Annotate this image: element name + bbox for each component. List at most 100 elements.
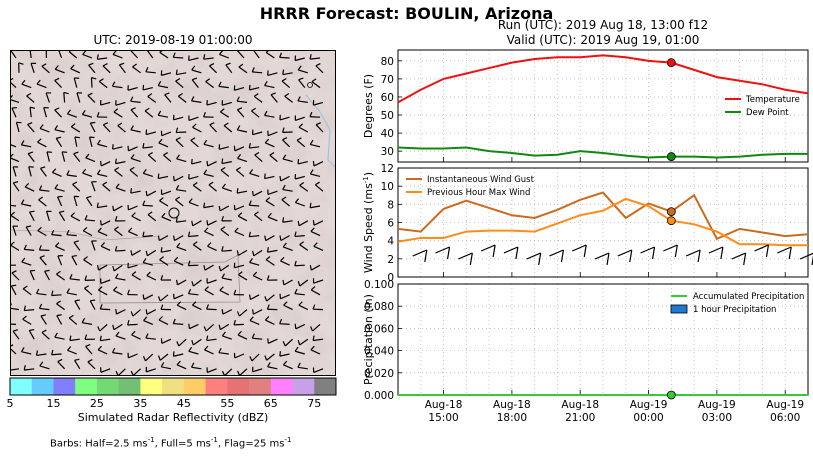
- wind-barb-flag: [68, 314, 74, 319]
- wind-barb-shaft: [145, 337, 156, 340]
- wind-barb-flag: [74, 136, 80, 139]
- wind-barb-shaft: [45, 92, 50, 103]
- wind-barb-flag: [70, 64, 75, 70]
- wind-barb-flag: [164, 92, 170, 96]
- wind-barb-flag: [56, 270, 61, 275]
- wind-barb-flag: [145, 67, 149, 73]
- wind-barb-shaft: [51, 294, 62, 297]
- wind-barb-flag: [233, 319, 236, 326]
- wind-barb-shaft: [207, 161, 217, 167]
- wind-barb-shaft: [264, 142, 275, 148]
- wind-barb-shaft: [233, 323, 245, 326]
- wind-barb-flag: [218, 205, 221, 211]
- wind-barb-flag: [84, 275, 88, 281]
- wind-barb-shaft: [203, 205, 214, 209]
- wind-barb-flag: [85, 153, 90, 159]
- plot-frame: [397, 49, 809, 163]
- wind-barb-shaft: [220, 264, 230, 272]
- wind-barb-flag: [160, 304, 164, 310]
- wind-barb-flag: [67, 346, 72, 351]
- wind-barb-shaft: [67, 113, 78, 118]
- wind-barb-flag: [63, 91, 69, 95]
- y-tick-label: 60: [381, 92, 394, 104]
- wind-barb-flag: [251, 107, 256, 112]
- wind-barb-flag: [175, 127, 179, 133]
- wind-barb-shaft: [87, 94, 96, 103]
- wind-barb-shaft: [29, 107, 32, 118]
- wind-barb-shaft: [146, 50, 154, 59]
- wind-barb-shaft: [280, 294, 290, 300]
- wind-barb-shaft: [283, 279, 293, 286]
- wind-barb-shaft: [313, 338, 324, 342]
- wind-barb-shaft: [145, 131, 156, 136]
- wind-barb-shaft: [98, 81, 108, 89]
- wind-barb-flag: [266, 304, 270, 310]
- wind-barb-shaft: [282, 188, 293, 192]
- wind-barb-shaft: [82, 172, 93, 177]
- wind-barb-flag: [54, 107, 60, 111]
- wind-barb-shaft: [219, 289, 230, 296]
- wind-barb-shaft: [158, 85, 169, 89]
- wind-barb-flag: [99, 304, 103, 310]
- wind-barb-shaft: [56, 303, 65, 311]
- wind-barb-flag: [203, 202, 206, 208]
- wind-barb-flag: [88, 62, 94, 66]
- wind-barb-flag: [39, 361, 44, 367]
- wind-barb-flag: [560, 249, 565, 263]
- y-tick-label: 10: [381, 181, 394, 193]
- wind-barb-shaft: [173, 116, 184, 121]
- wind-barb-flag: [237, 154, 242, 159]
- wind-barb-shaft: [74, 136, 78, 147]
- wind-barb-flag: [446, 246, 451, 260]
- wind-barb-flag: [157, 81, 162, 86]
- wind-barb-shaft: [66, 234, 77, 237]
- wind-barb-shaft: [130, 100, 141, 103]
- wind-barb-shaft: [480, 244, 496, 252]
- wind-barb-shaft: [238, 274, 248, 281]
- wind-barb-shaft: [412, 249, 428, 257]
- wind-barb-flag: [282, 279, 285, 285]
- wind-barb-flag: [55, 242, 60, 247]
- wind-barb-shaft: [97, 173, 108, 177]
- wind-barb-flag: [236, 96, 240, 102]
- wind-barb-shaft: [131, 215, 141, 222]
- wind-barb-flag: [176, 242, 181, 248]
- wind-barb-flag: [312, 335, 315, 341]
- wind-barb-flag: [160, 247, 163, 253]
- wind-barb-shaft: [39, 365, 50, 370]
- wind-barb-shaft: [279, 353, 290, 357]
- wind-barb-flag: [207, 242, 212, 247]
- series-line: [397, 146, 808, 159]
- wind-barb-shaft: [192, 304, 202, 311]
- y-tick-label: 40: [381, 128, 394, 140]
- wind-barb-shaft: [26, 95, 35, 103]
- wind-barb-shaft: [27, 153, 35, 162]
- wind-barb-shaft: [295, 116, 305, 122]
- wind-barb-shaft: [30, 63, 35, 73]
- colorbar-swatch: [270, 378, 293, 395]
- wind-barb-shaft: [252, 337, 263, 340]
- wind-barb-shaft: [10, 143, 17, 148]
- wind-barb-shaft: [113, 205, 123, 212]
- wind-barb-shaft: [281, 80, 290, 89]
- wind-barb-flag: [203, 265, 206, 271]
- wind-barb-shaft: [310, 173, 321, 177]
- wind-barb-shaft: [188, 350, 199, 355]
- legend-label: Dew Point: [746, 108, 789, 118]
- wind-barb-flag: [192, 182, 198, 186]
- wind-barb-flag: [187, 288, 192, 294]
- wind-barb-flag: [280, 256, 285, 262]
- wind-barb-flag: [203, 169, 208, 175]
- timeseries-wind-barbs: [412, 244, 813, 266]
- wind-barb-shaft: [54, 80, 63, 89]
- wind-barb-flag: [192, 241, 198, 246]
- wind-barb-flag: [111, 347, 116, 353]
- wind-barb-shaft: [237, 190, 248, 194]
- wind-barb-flag: [130, 96, 134, 102]
- wind-barb-flag: [113, 286, 118, 291]
- wind-barb-shaft: [56, 273, 65, 281]
- wind-barb-flag: [158, 316, 163, 321]
- wind-barb-shaft: [253, 214, 263, 222]
- colorbar-tick-label: 55: [220, 397, 234, 410]
- wind-barb-flag: [265, 256, 271, 261]
